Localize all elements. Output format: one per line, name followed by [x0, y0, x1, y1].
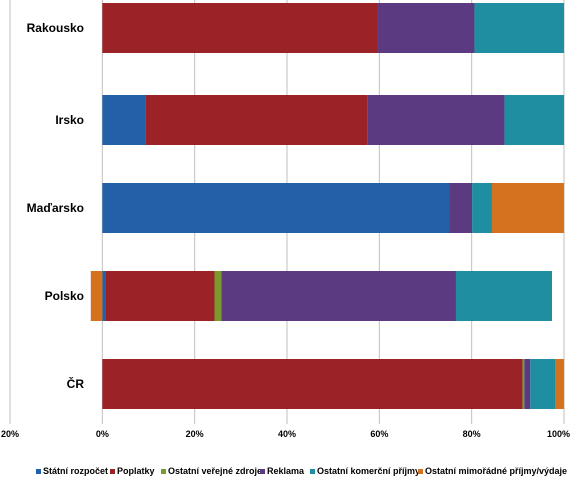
bar-3-0: [102, 271, 106, 321]
x-tick-label: 100%: [547, 429, 570, 439]
legend-swatch: [310, 469, 315, 474]
x-tick-label: 0%: [96, 429, 109, 439]
legend-swatch: [36, 469, 41, 474]
bar-3-2: [214, 271, 222, 321]
bar-1-3: [367, 95, 505, 145]
x-axis-tick-labels: 20% 0% 20% 40% 60% 80% 100%: [1, 429, 570, 439]
category-label: Polsko: [45, 289, 84, 303]
legend-label: Poplatky: [117, 466, 155, 476]
bar-2-4: [472, 183, 492, 233]
bar-1-0: [102, 95, 146, 145]
category-label: ČR: [67, 376, 85, 391]
bar-2-3: [449, 183, 473, 233]
bar-3-1: [105, 271, 215, 321]
category-labels: Rakousko Irsko Maďarsko Polsko ČR: [27, 21, 85, 391]
x-tick-label: 20%: [186, 429, 204, 439]
legend-swatch: [418, 469, 423, 474]
category-label: Irsko: [55, 113, 84, 127]
x-tick-label: 80%: [463, 429, 481, 439]
bar-2-0: [102, 183, 450, 233]
category-label: Maďarsko: [27, 201, 84, 215]
bar-4-1: [102, 359, 523, 409]
legend-label: Ostatní mimořádné příjmy/výdaje: [425, 466, 567, 476]
legend: Státní rozpočet Poplatky Ostatní veřejné z…: [36, 466, 567, 476]
bar-3-3: [221, 271, 456, 321]
bar-4-5: [555, 359, 564, 409]
legend-swatch: [110, 469, 115, 474]
legend-label: Ostatní komerční příjmy: [317, 466, 420, 476]
bar-3-5: [90, 271, 103, 321]
category-label: Rakousko: [27, 21, 84, 35]
bar-0-1: [102, 3, 378, 53]
x-tick-label: 60%: [370, 429, 388, 439]
bar-2-5: [491, 183, 564, 233]
bar-1-1: [145, 95, 368, 145]
legend-swatch: [260, 469, 265, 474]
bar-0-4: [474, 3, 564, 53]
bar-4-3: [524, 359, 531, 409]
x-tick-label: 40%: [278, 429, 296, 439]
bars: [90, 3, 564, 409]
bar-4-4: [530, 359, 556, 409]
bar-4-2: [522, 359, 525, 409]
bar-3-4: [455, 271, 552, 321]
legend-label: Ostatní veřejné zdroje: [168, 466, 262, 476]
legend-label: Státní rozpočet: [43, 466, 108, 476]
x-tick-label: 20%: [1, 429, 19, 439]
legend-label: Reklama: [267, 466, 305, 476]
legend-swatch: [161, 469, 166, 474]
bar-1-4: [504, 95, 564, 145]
bar-0-3: [377, 3, 475, 53]
